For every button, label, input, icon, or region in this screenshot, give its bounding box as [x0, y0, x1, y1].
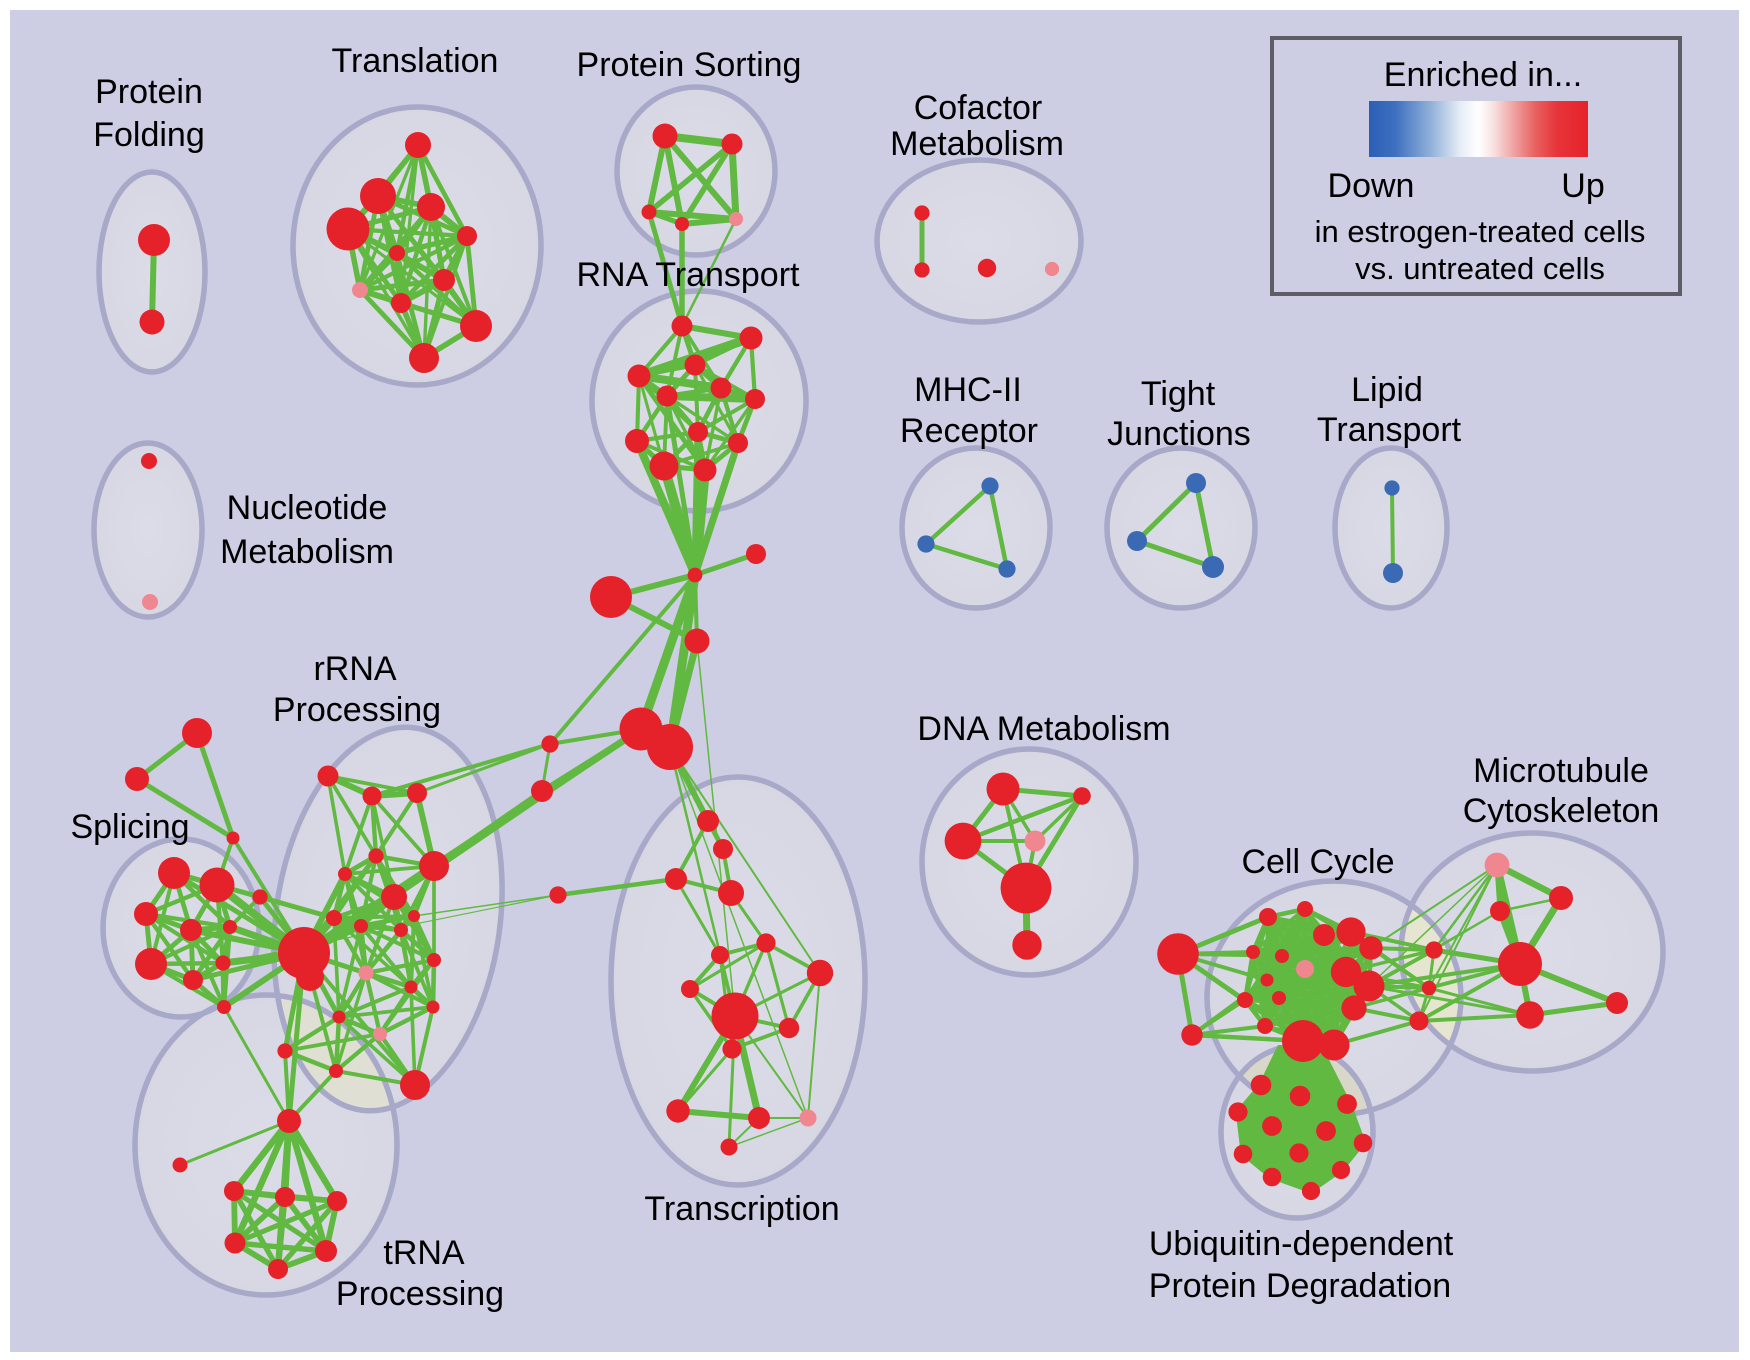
svg-text:Enriched in...: Enriched in...: [1384, 56, 1582, 94]
svg-text:Microtubule: Microtubule: [1473, 752, 1649, 790]
svg-text:Receptor: Receptor: [900, 412, 1038, 450]
svg-text:Down: Down: [1328, 167, 1415, 205]
svg-text:Nucleotide: Nucleotide: [227, 489, 388, 527]
svg-text:Cofactor: Cofactor: [914, 89, 1043, 127]
svg-text:Cell Cycle: Cell Cycle: [1241, 843, 1394, 881]
svg-text:Up: Up: [1561, 167, 1604, 205]
svg-text:tRNA: tRNA: [383, 1234, 465, 1272]
svg-text:DNA Metabolism: DNA Metabolism: [917, 710, 1170, 748]
svg-text:in estrogen-treated cells: in estrogen-treated cells: [1315, 214, 1646, 249]
svg-text:Splicing: Splicing: [70, 808, 189, 846]
svg-text:Protein: Protein: [95, 73, 203, 111]
svg-text:Ubiquitin-dependent: Ubiquitin-dependent: [1149, 1225, 1454, 1263]
svg-text:Metabolism: Metabolism: [220, 533, 394, 571]
svg-text:Junctions: Junctions: [1107, 415, 1251, 453]
svg-text:rRNA: rRNA: [313, 650, 396, 688]
svg-text:Protein Degradation: Protein Degradation: [1149, 1267, 1451, 1305]
svg-text:Metabolism: Metabolism: [890, 125, 1064, 163]
svg-text:Protein Sorting: Protein Sorting: [577, 46, 802, 84]
svg-text:Translation: Translation: [332, 42, 499, 80]
svg-text:Transcription: Transcription: [644, 1190, 839, 1228]
svg-text:Transport: Transport: [1317, 411, 1462, 449]
svg-text:Processing: Processing: [273, 691, 441, 729]
svg-text:MHC-II: MHC-II: [914, 371, 1022, 409]
svg-text:Cytoskeleton: Cytoskeleton: [1463, 792, 1660, 830]
svg-text:vs. untreated cells: vs. untreated cells: [1355, 251, 1605, 286]
svg-text:Folding: Folding: [93, 116, 205, 154]
svg-text:Processing: Processing: [336, 1275, 504, 1313]
svg-text:RNA Transport: RNA Transport: [577, 256, 801, 294]
svg-text:Lipid: Lipid: [1351, 371, 1423, 409]
svg-text:Tight: Tight: [1141, 375, 1216, 413]
